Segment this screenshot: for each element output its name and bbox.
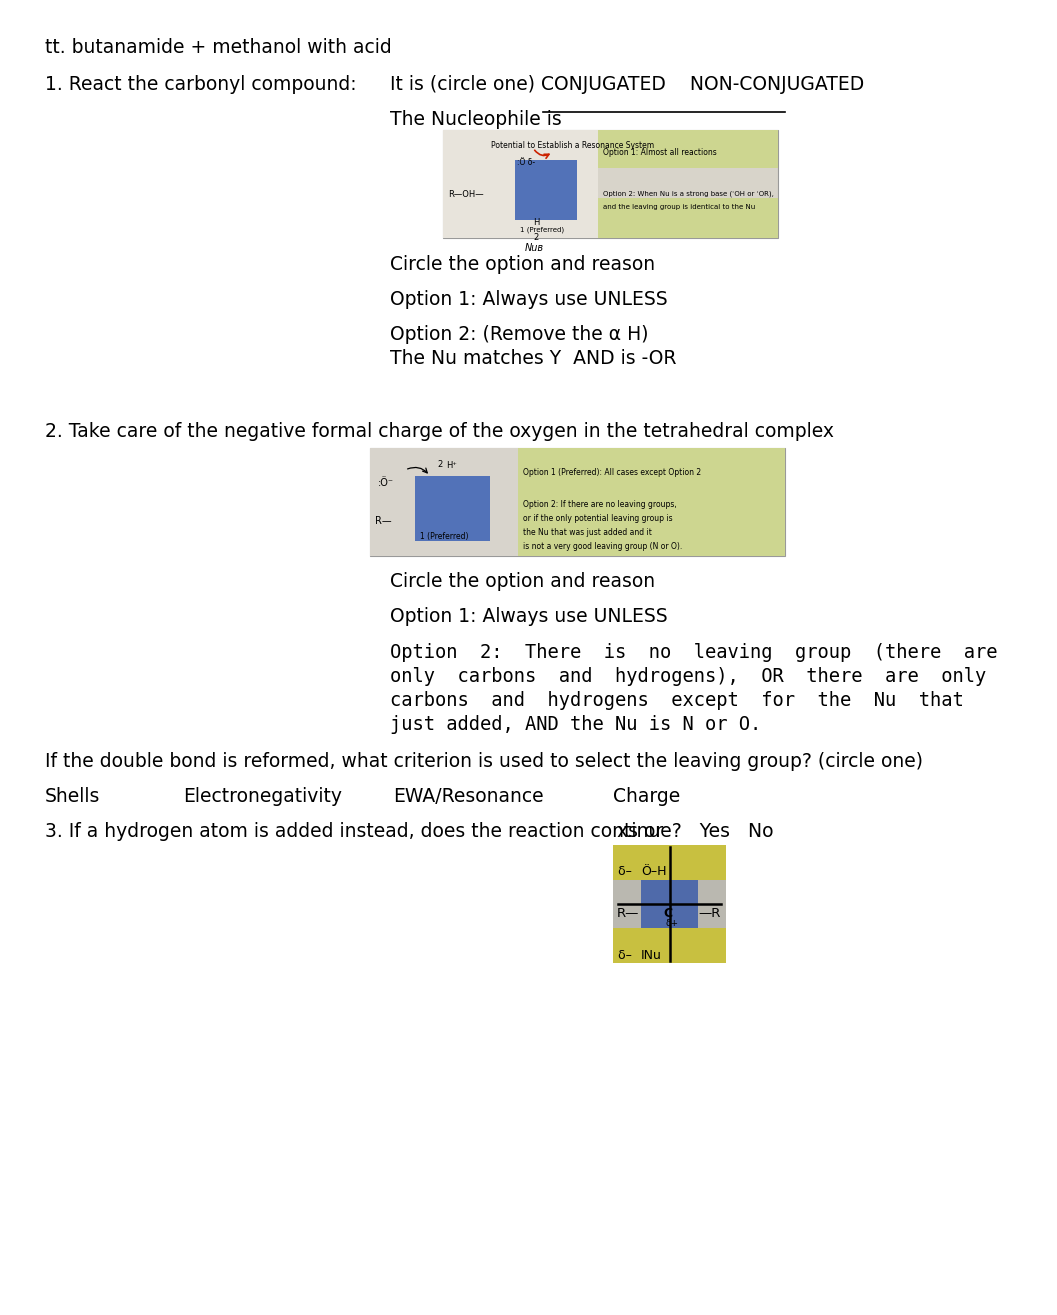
Text: Circle the option and reason: Circle the option and reason xyxy=(390,572,655,590)
Text: the Nu that was just added and it: the Nu that was just added and it xyxy=(523,529,652,537)
Text: If the double bond is reformed, what criterion is used to select the leaving gro: If the double bond is reformed, what cri… xyxy=(45,752,923,771)
Text: Electronegativity: Electronegativity xyxy=(183,786,342,806)
Text: Option 2: If there are no leaving groups,: Option 2: If there are no leaving groups… xyxy=(523,500,676,509)
Text: Circle the option and reason: Circle the option and reason xyxy=(390,255,655,274)
Bar xyxy=(370,448,518,556)
Text: only  carbons  and  hydrogens),  OR  there  are  only: only carbons and hydrogens), OR there ar… xyxy=(390,667,986,686)
Text: 1. React the carbonyl compound:: 1. React the carbonyl compound: xyxy=(45,75,356,93)
Text: EWA/Resonance: EWA/Resonance xyxy=(393,786,543,806)
Text: 2: 2 xyxy=(437,460,442,469)
Text: carbons  and  hydrogens  except  for  the  Nu  that: carbons and hydrogens except for the Nu … xyxy=(390,690,964,710)
Text: Option 1 (Preferred): All cases except Option 2: Option 1 (Preferred): All cases except O… xyxy=(523,468,701,477)
Text: ΙNu: ΙNu xyxy=(641,949,662,963)
Bar xyxy=(370,448,785,556)
Bar xyxy=(518,448,785,483)
FancyArrowPatch shape xyxy=(408,467,427,473)
Text: Option 2: When Nu is a strong base (ʾOH or ʾOR),: Option 2: When Nu is a strong base (ʾOH … xyxy=(602,189,774,196)
Text: The Nu matches Y  AND is -OR: The Nu matches Y AND is -OR xyxy=(390,348,676,368)
Text: Charge: Charge xyxy=(613,786,681,806)
Text: H⁺: H⁺ xyxy=(446,462,457,469)
Bar xyxy=(443,130,778,238)
Text: H: H xyxy=(533,218,539,227)
Text: :Ö δ-: :Ö δ- xyxy=(517,158,535,167)
Bar xyxy=(613,846,726,963)
Text: Option 1: Always use UNLESS: Option 1: Always use UNLESS xyxy=(390,291,668,309)
Text: It is (circle one) CONJUGATED    NON-CONJUGATED: It is (circle one) CONJUGATED NON-CONJUG… xyxy=(390,75,865,93)
Text: Nuʙ: Nuʙ xyxy=(525,243,544,252)
Bar xyxy=(443,130,598,238)
Bar xyxy=(641,880,698,928)
Text: tt. butanamide + methanol with acid: tt. butanamide + methanol with acid xyxy=(45,38,392,57)
Bar xyxy=(598,199,778,238)
Text: is not a very good leaving group (N or O).: is not a very good leaving group (N or O… xyxy=(523,542,682,551)
Text: δ–: δ– xyxy=(618,865,636,878)
Bar xyxy=(515,160,577,220)
Bar xyxy=(598,130,778,168)
Bar xyxy=(415,476,490,540)
Text: or if the only potential leaving group is: or if the only potential leaving group i… xyxy=(523,514,672,523)
Text: —R: —R xyxy=(698,907,721,920)
Text: :Ö⁻: :Ö⁻ xyxy=(378,477,394,488)
Text: Potential to Establish a Resonance System: Potential to Establish a Resonance Syste… xyxy=(492,141,654,150)
Text: C: C xyxy=(663,907,672,920)
Text: Option  2:  There  is  no  leaving  group  (there  are: Option 2: There is no leaving group (the… xyxy=(390,643,998,661)
Bar xyxy=(613,928,726,963)
FancyArrowPatch shape xyxy=(535,150,549,158)
Text: xs or: xs or xyxy=(617,822,663,842)
Text: 2: 2 xyxy=(533,233,538,242)
Text: 2. Take care of the negative formal charge of the oxygen in the tetrahedral comp: 2. Take care of the negative formal char… xyxy=(45,422,834,441)
Text: Option 1: Always use UNLESS: Option 1: Always use UNLESS xyxy=(390,608,668,626)
Bar xyxy=(613,846,726,880)
Text: 1 (Preferred): 1 (Preferred) xyxy=(520,226,564,233)
Text: R—: R— xyxy=(617,907,639,920)
Text: 3. If a hydrogen atom is added instead, does the reaction continue?   Yes   No: 3. If a hydrogen atom is added instead, … xyxy=(45,822,774,842)
Text: R—OH—: R—OH— xyxy=(448,189,484,199)
Text: δ–: δ– xyxy=(618,949,636,963)
Text: Shells: Shells xyxy=(45,786,100,806)
Text: Option 2: (Remove the α H): Option 2: (Remove the α H) xyxy=(390,325,649,345)
Text: Ö–H: Ö–H xyxy=(641,865,667,878)
Text: 1 (Preferred): 1 (Preferred) xyxy=(420,533,468,540)
Text: The Nucleophile is: The Nucleophile is xyxy=(390,110,568,129)
Text: Option 1: Almost all reactions: Option 1: Almost all reactions xyxy=(602,149,717,156)
Text: R—: R— xyxy=(375,515,392,526)
Text: δ+: δ+ xyxy=(666,919,679,928)
Bar xyxy=(518,483,785,556)
Text: just added, AND the Nu is N or O.: just added, AND the Nu is N or O. xyxy=(390,715,761,734)
Text: and the leaving group is identical to the Nu: and the leaving group is identical to th… xyxy=(602,204,756,210)
